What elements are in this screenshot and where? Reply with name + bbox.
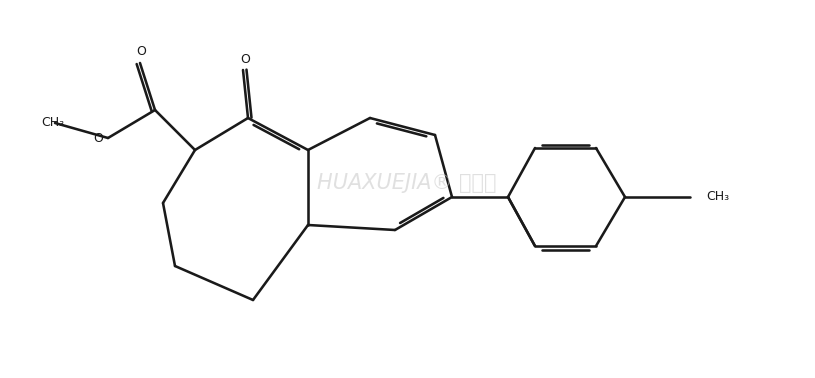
Text: CH₃: CH₃ [42,116,64,129]
Text: HUAXUEJIA® 化学加: HUAXUEJIA® 化学加 [317,173,497,193]
Text: O: O [136,45,146,58]
Text: O: O [93,132,103,144]
Text: O: O [240,53,250,66]
Text: CH₃: CH₃ [706,191,729,203]
